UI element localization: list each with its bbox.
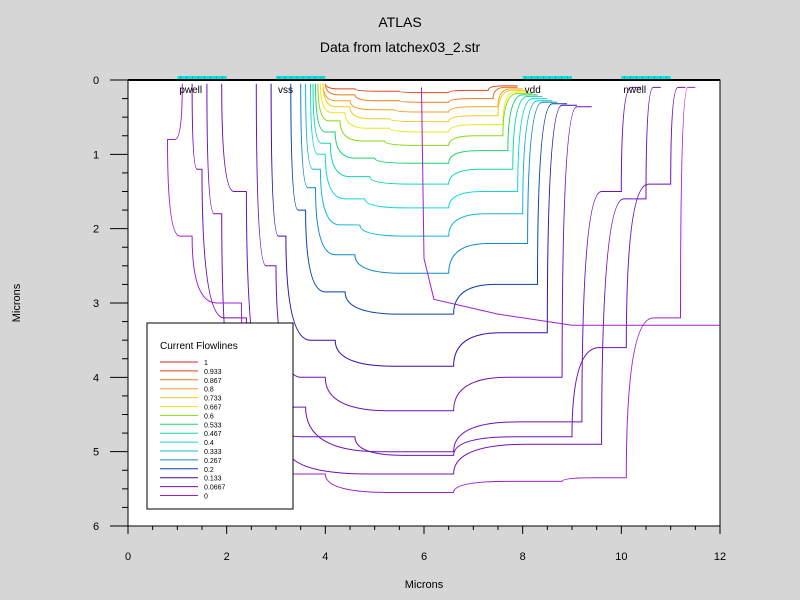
- flowline-8: [310, 83, 548, 209]
- legend-label: 0.0667: [204, 485, 226, 492]
- electrodes-group: pwell vss vdd nwell: [177, 76, 671, 96]
- y-tick-label: 2: [93, 224, 99, 236]
- x-tick-label: 2: [224, 551, 230, 563]
- x-axis-label: Microns: [405, 579, 444, 591]
- electrode-pwell: [177, 76, 227, 81]
- electrode-nwell: [621, 76, 671, 81]
- x-tick-label: 4: [322, 551, 328, 563]
- legend-label: 0.667: [204, 405, 222, 412]
- electrode-vss: [276, 76, 326, 81]
- legend-label: 0.467: [204, 431, 222, 438]
- legend-label: 0.2: [204, 467, 214, 474]
- flowline-5: [317, 83, 533, 146]
- legend-title: Current Flowlines: [160, 341, 238, 352]
- legend-label: 0.867: [204, 378, 222, 385]
- flowline-10: [300, 83, 558, 274]
- flowline-3: [322, 83, 526, 123]
- y-tick-label: 4: [93, 372, 99, 384]
- flowline-12: [270, 83, 577, 367]
- legend-label: 0.933: [204, 369, 222, 376]
- electrode-label-vdd: vdd: [525, 85, 541, 96]
- flowline-1: [324, 83, 518, 103]
- y-tick-label: 3: [93, 298, 99, 310]
- legend-label: 0.4: [204, 440, 214, 447]
- electrode-label-vss: vss: [278, 85, 293, 96]
- flowline-11: [290, 83, 568, 315]
- flowline-0: [324, 83, 518, 94]
- junction-line: [421, 87, 720, 326]
- y-axis-label: Microns: [11, 283, 23, 322]
- electrode-label-pwell: pwell: [179, 85, 202, 96]
- chart-title: ATLAS: [378, 14, 421, 30]
- legend-label: 0: [204, 494, 208, 501]
- legend-label: 0.8: [204, 387, 214, 394]
- legend-label: 0.133: [204, 476, 222, 483]
- flowlines-group: [166, 83, 720, 494]
- electrode-label-nwell: nwell: [623, 85, 646, 96]
- legend-label: 0.533: [204, 422, 222, 429]
- legend-label: 0.733: [204, 396, 222, 403]
- flowline-14: [221, 83, 642, 453]
- legend-label: 0.333: [204, 449, 222, 456]
- flowline-4: [319, 83, 529, 133]
- y-tick-label: 0: [93, 75, 99, 87]
- x-tick-label: 12: [714, 551, 726, 563]
- y-tick-label: 6: [93, 521, 99, 533]
- y-tick-label: 1: [93, 149, 99, 161]
- legend-label: 0.267: [204, 458, 222, 465]
- legend: Current Flowlines 1 0.933 0.867 0.8 0.733 0.6…: [146, 322, 294, 510]
- flowline-16: [191, 83, 686, 456]
- x-tick-label: 8: [520, 551, 526, 563]
- x-tick-label: 6: [421, 551, 427, 563]
- flowline-15: [206, 83, 661, 475]
- flowline-13: [255, 83, 592, 412]
- flowline-7: [312, 83, 543, 185]
- legend-label: 1: [204, 360, 208, 367]
- flowline-9: [305, 83, 553, 237]
- legend-label: 0.6: [204, 413, 214, 420]
- flowline-17: [166, 83, 696, 494]
- flowline-6: [315, 83, 538, 164]
- x-tick-label: 0: [125, 551, 131, 563]
- electrode-vdd: [522, 76, 572, 81]
- chart-subtitle: Data from latchex03_2.str: [320, 39, 481, 55]
- x-tick-label: 10: [615, 551, 627, 563]
- y-tick-label: 5: [93, 447, 99, 459]
